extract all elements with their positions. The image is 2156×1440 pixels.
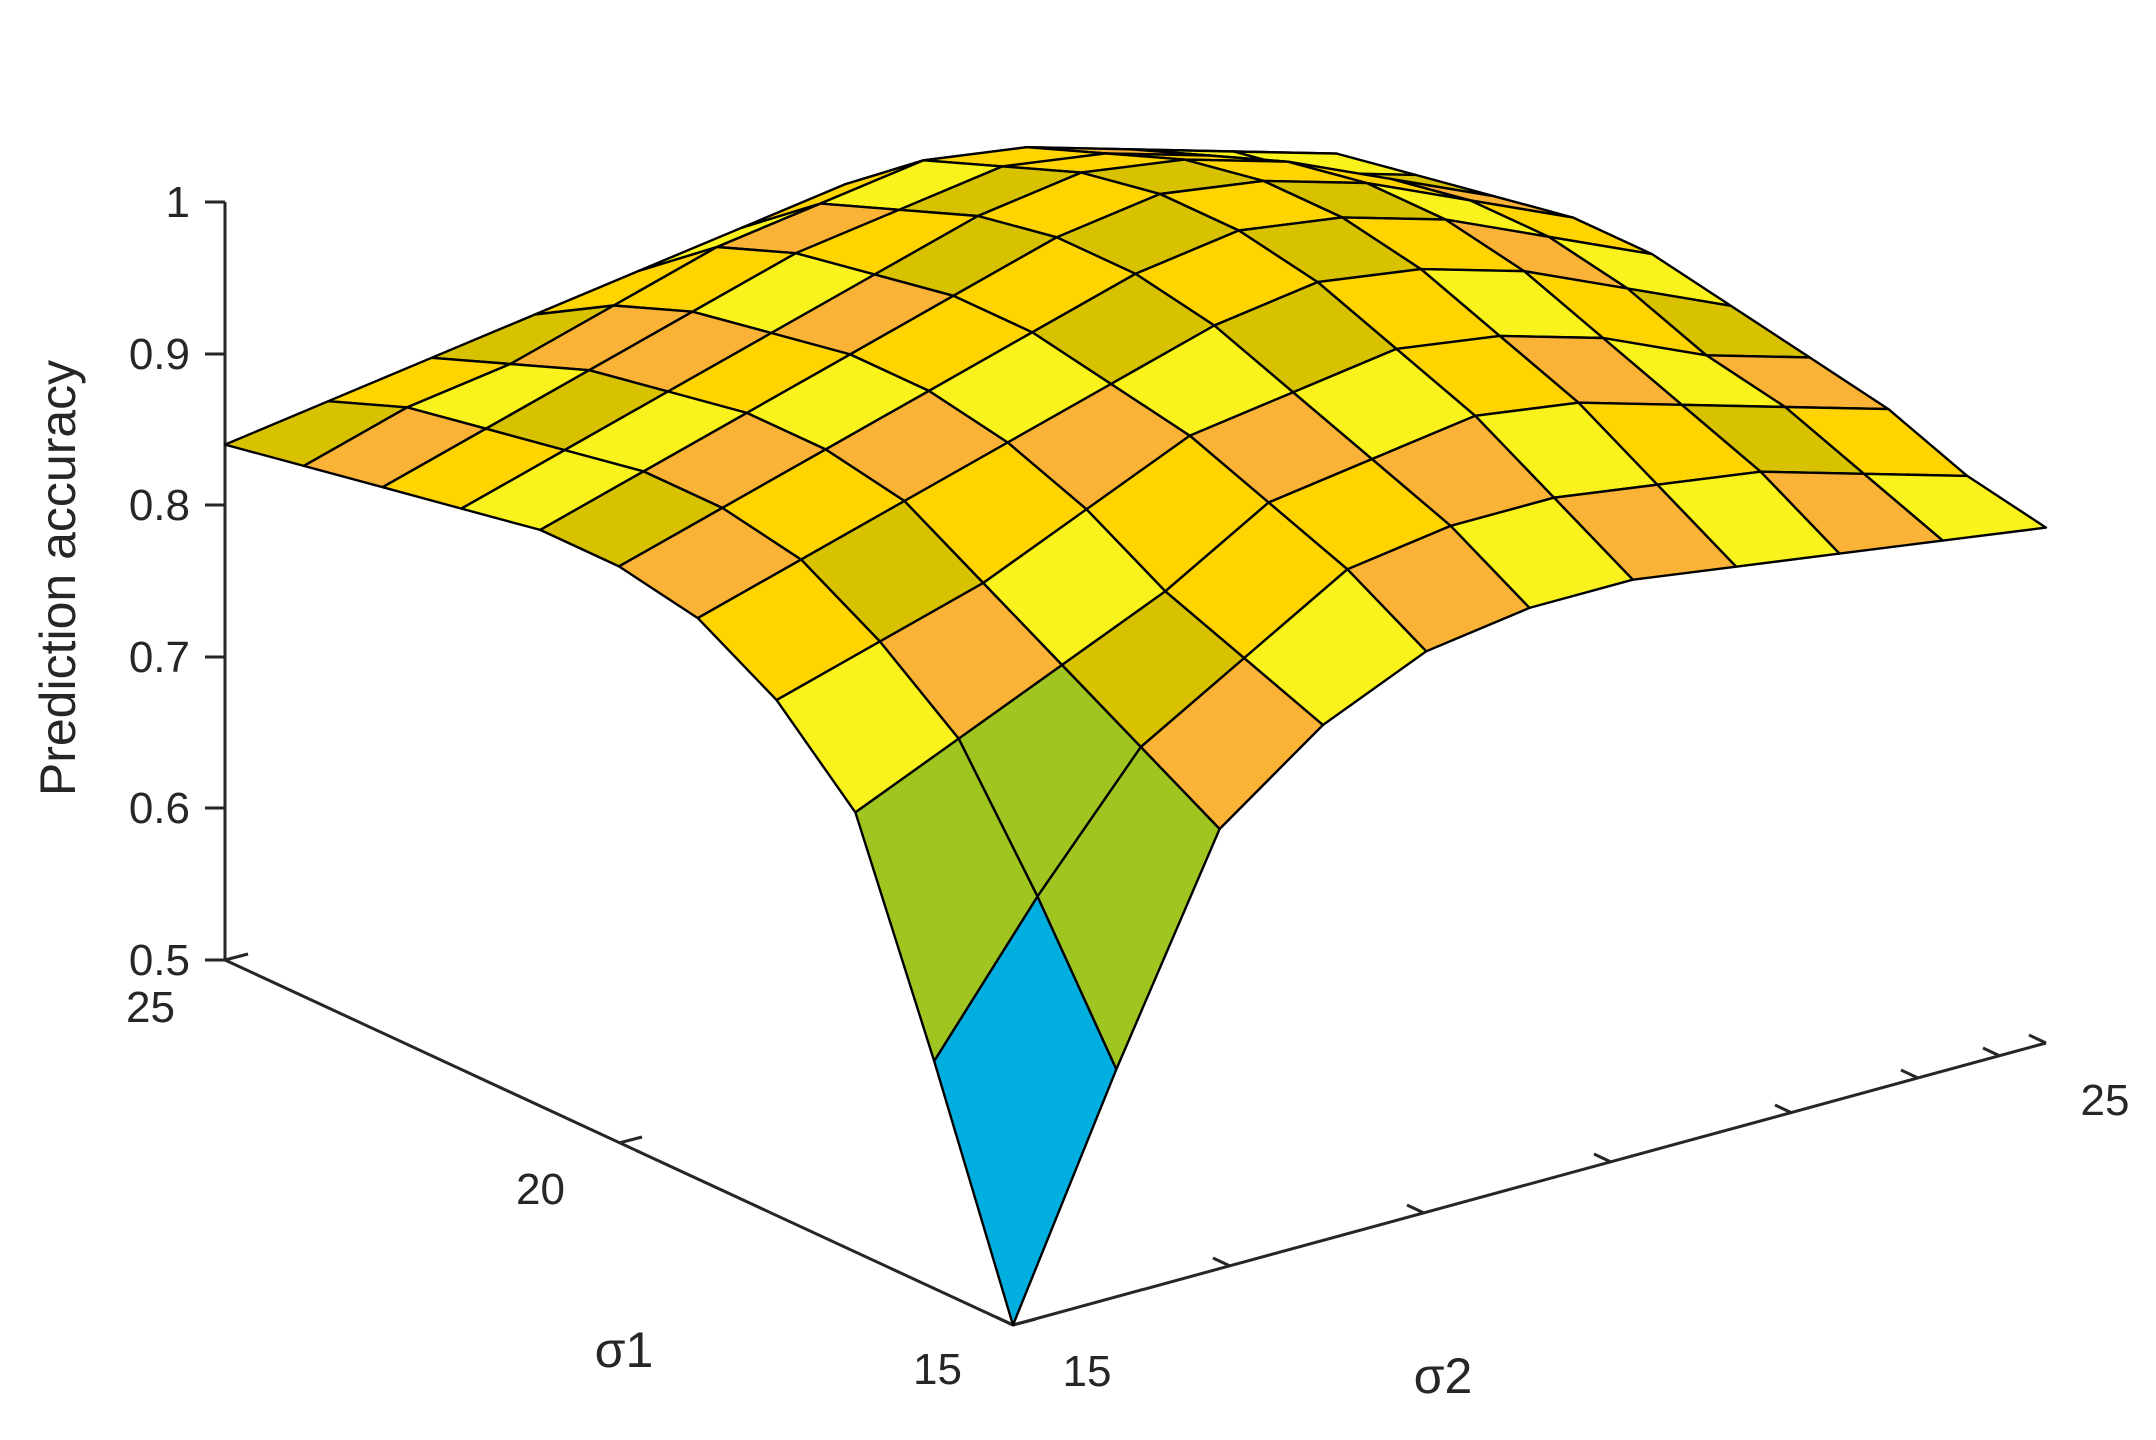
x-tick-mark (2028, 1033, 2047, 1045)
y-tick-label: 20 (516, 1165, 565, 1214)
surface-facets (223, 145, 2048, 1327)
x-tick-mark (1982, 1046, 2001, 1058)
x-axis-line (1012, 1041, 2047, 1327)
z-tick-label: 1 (166, 178, 190, 227)
x-tick-mark (1774, 1103, 1793, 1115)
axes: 0.5 0.6 0.7 0.8 0.9 1 15 20 25 15 25 Pre… (30, 178, 2129, 1404)
z-tick-label: 0.9 (129, 330, 190, 379)
x-tick-label: 15 (1063, 1347, 1112, 1396)
z-axis-label: Prediction accuracy (30, 360, 86, 796)
x-axis-label: σ2 (1414, 1348, 1473, 1404)
z-tick-label: 0.5 (129, 936, 190, 985)
z-tick-label: 0.6 (129, 784, 190, 833)
x-tick-mark (1406, 1203, 1425, 1215)
x-tick-mark (995, 1315, 1014, 1327)
x-tick-mark (1900, 1068, 1919, 1080)
z-tick-label: 0.8 (129, 481, 190, 530)
z-tick-label: 0.7 (129, 633, 190, 682)
y-tick-mark (1012, 1317, 1037, 1327)
y-tick-mark (224, 952, 249, 962)
surface-facet (933, 895, 1118, 1327)
x-tick-label: 25 (2081, 1076, 2130, 1125)
y-tick-label: 25 (126, 983, 175, 1032)
y-axis-label: σ1 (595, 1322, 654, 1378)
y-tick-mark (618, 1135, 643, 1145)
x-tick-mark (1593, 1152, 1612, 1164)
y-tick-label: 15 (913, 1345, 962, 1394)
x-tick-mark (1212, 1256, 1231, 1268)
